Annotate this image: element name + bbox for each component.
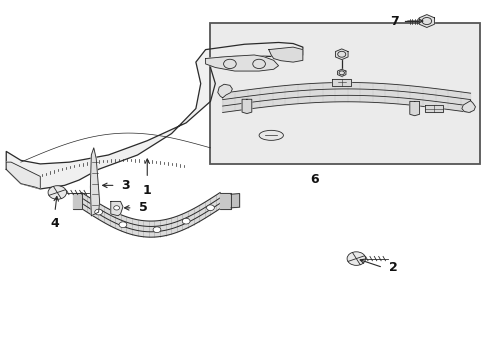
- Circle shape: [119, 222, 126, 228]
- Polygon shape: [331, 78, 351, 86]
- Polygon shape: [230, 194, 239, 208]
- Polygon shape: [335, 49, 347, 60]
- Ellipse shape: [259, 130, 283, 140]
- Circle shape: [48, 186, 66, 199]
- Polygon shape: [205, 55, 278, 71]
- Text: 5: 5: [138, 201, 147, 214]
- FancyBboxPatch shape: [210, 23, 479, 164]
- Text: 2: 2: [388, 261, 397, 274]
- Text: 1: 1: [142, 184, 151, 197]
- Polygon shape: [418, 15, 433, 27]
- Polygon shape: [90, 148, 100, 216]
- Polygon shape: [111, 202, 122, 216]
- Polygon shape: [425, 105, 442, 112]
- Polygon shape: [6, 162, 40, 189]
- Text: 4: 4: [50, 217, 59, 230]
- Circle shape: [206, 205, 214, 211]
- Polygon shape: [217, 84, 232, 98]
- Polygon shape: [81, 193, 220, 237]
- Polygon shape: [461, 101, 474, 112]
- Polygon shape: [73, 193, 81, 208]
- Polygon shape: [409, 102, 419, 116]
- Polygon shape: [242, 99, 251, 113]
- Polygon shape: [6, 42, 302, 189]
- Text: 6: 6: [310, 173, 319, 186]
- Circle shape: [95, 209, 102, 215]
- Text: 7: 7: [389, 14, 398, 27]
- Text: 3: 3: [121, 179, 130, 192]
- Polygon shape: [337, 69, 345, 76]
- Circle shape: [182, 218, 190, 224]
- Circle shape: [346, 252, 365, 265]
- Polygon shape: [222, 82, 469, 112]
- Circle shape: [114, 206, 119, 210]
- Polygon shape: [220, 193, 230, 208]
- Polygon shape: [268, 47, 302, 62]
- Circle shape: [153, 227, 161, 233]
